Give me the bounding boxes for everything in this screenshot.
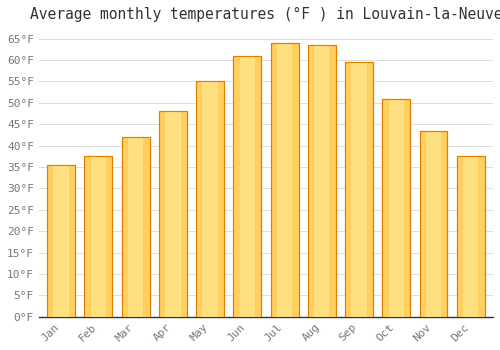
Bar (202, 82, 218, 317)
Title: Average monthly temperatures (°F ) in Louvain-la-Neuve: Average monthly temperatures (°F ) in Lo… (30, 7, 500, 22)
Bar (457, 156, 484, 317)
Bar (277, 43, 292, 317)
Bar (463, 156, 478, 317)
Bar (314, 45, 330, 317)
Bar (128, 137, 144, 317)
Bar (196, 82, 224, 317)
Bar (270, 43, 298, 317)
Bar (90, 156, 106, 317)
Bar (382, 99, 410, 317)
Bar (234, 56, 262, 317)
Bar (308, 45, 336, 317)
Bar (54, 165, 69, 317)
Bar (159, 111, 187, 317)
Bar (84, 156, 112, 317)
Bar (122, 137, 150, 317)
Bar (352, 62, 366, 317)
Bar (426, 131, 441, 317)
Bar (84, 156, 112, 317)
Bar (345, 62, 373, 317)
Bar (234, 56, 262, 317)
Bar (388, 99, 404, 317)
Bar (420, 131, 448, 317)
Bar (240, 56, 255, 317)
Bar (308, 45, 336, 317)
Bar (196, 82, 224, 317)
Bar (420, 131, 448, 317)
Bar (345, 62, 373, 317)
Bar (457, 156, 484, 317)
Bar (165, 111, 180, 317)
Bar (270, 43, 298, 317)
Bar (159, 111, 187, 317)
Bar (47, 165, 75, 317)
Bar (122, 137, 150, 317)
Bar (382, 99, 410, 317)
Bar (47, 165, 75, 317)
